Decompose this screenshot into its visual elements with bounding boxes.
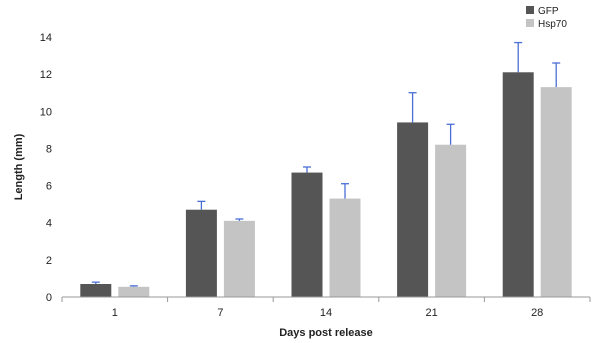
x-axis-ticks: 1 7 14 21 28 — [61, 297, 591, 319]
x-axis-title: Days post release — [279, 327, 373, 339]
bar-gfp-day-14 — [291, 172, 323, 297]
y-tick-label: 12 — [40, 69, 52, 81]
bar-hsp70-day-7 — [223, 220, 255, 297]
legend-swatch-gfp — [526, 6, 534, 14]
x-tick-label: 14 — [320, 307, 332, 319]
y-tick-label: 0 — [46, 292, 52, 304]
y-axis-ticks: 0 2 4 6 8 10 12 14 — [40, 32, 52, 304]
y-tick-label: 6 — [46, 181, 52, 193]
x-tick-label: 28 — [531, 307, 543, 319]
y-tick-label: 8 — [46, 143, 52, 155]
legend: GFP Hsp70 — [526, 6, 567, 30]
x-tick-label: 7 — [217, 307, 223, 319]
bar-gfp-day-21 — [397, 122, 429, 297]
bar-gfp-day-28 — [502, 72, 534, 298]
y-tick-label: 4 — [46, 218, 52, 230]
bars — [80, 72, 572, 298]
bar-hsp70-day-1 — [118, 286, 150, 297]
bar-hsp70-day-28 — [540, 87, 572, 298]
x-tick-label: 1 — [112, 307, 118, 319]
bar-hsp70-day-21 — [435, 144, 467, 297]
y-axis-title: Length (mm) — [13, 133, 25, 200]
bar-gfp-day-7 — [185, 209, 217, 297]
y-tick-label: 10 — [40, 106, 52, 118]
bar-hsp70-day-14 — [329, 198, 361, 297]
y-tick-label: 14 — [40, 32, 52, 44]
legend-label-gfp: GFP — [538, 6, 559, 17]
x-tick-label: 21 — [425, 307, 437, 319]
error-bars — [91, 41, 561, 287]
bar-gfp-day-1 — [80, 284, 112, 297]
legend-swatch-hsp70 — [526, 19, 534, 27]
legend-label-hsp70: Hsp70 — [538, 19, 567, 30]
y-tick-label: 2 — [46, 255, 52, 267]
